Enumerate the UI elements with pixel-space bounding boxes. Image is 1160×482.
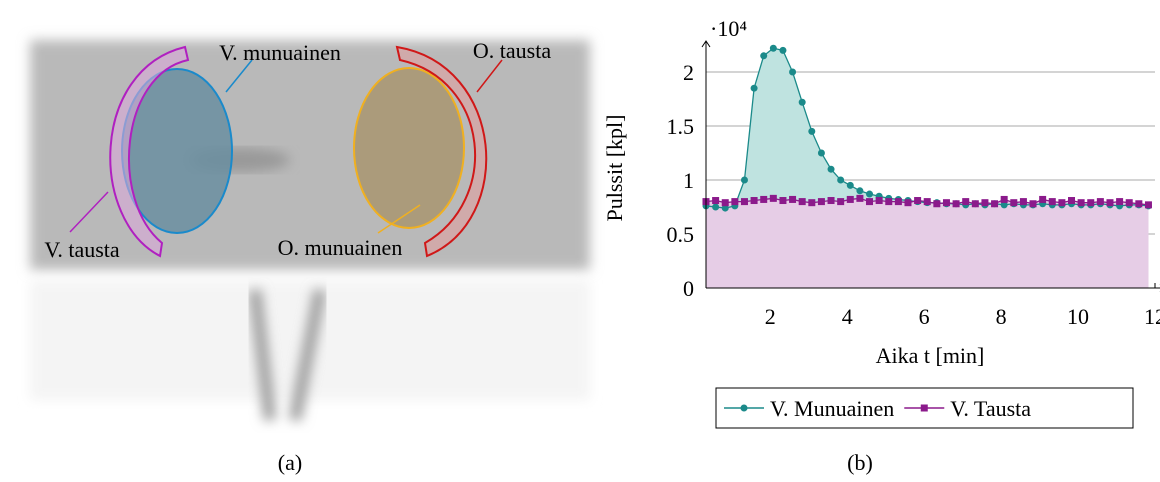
figure: V. munuainen O. tausta V. tausta O. munu… <box>0 0 1160 477</box>
marker <box>866 191 873 198</box>
marker <box>722 199 729 206</box>
y-tick-label: 0.5 <box>667 222 695 247</box>
x-tick-label: 2 <box>765 304 776 329</box>
marker <box>818 150 825 157</box>
marker <box>712 197 719 204</box>
marker <box>856 187 863 194</box>
marker <box>962 198 969 205</box>
marker <box>876 197 883 204</box>
marker <box>760 196 767 203</box>
x-tick-label: 4 <box>842 304 853 329</box>
marker <box>904 199 911 206</box>
marker <box>828 197 835 204</box>
marker <box>712 204 719 211</box>
marker <box>741 177 748 184</box>
y-axis-label: Pulssit [kpl] <box>602 115 627 222</box>
legend-label: V. Tausta <box>950 396 1031 421</box>
marker <box>751 197 758 204</box>
marker <box>731 198 738 205</box>
y-tick-label: 1.5 <box>667 114 695 139</box>
marker <box>1001 196 1008 203</box>
roi-label: O. munuainen <box>278 235 403 260</box>
x-tick-label: 10 <box>1067 304 1089 329</box>
x-tick-label: 12 <box>1144 304 1160 329</box>
marker <box>972 200 979 207</box>
marker <box>1145 201 1152 208</box>
x-tick-label: 8 <box>996 304 1007 329</box>
marker <box>924 198 931 205</box>
caption: (b) <box>847 450 873 475</box>
x-tick-label: 6 <box>919 304 930 329</box>
roi-label: V. tausta <box>44 237 120 262</box>
page: V. munuainen O. tausta V. tausta O. munu… <box>0 0 1160 482</box>
marker <box>933 200 940 207</box>
legend-marker <box>921 405 928 412</box>
marker <box>808 128 815 135</box>
marker <box>1068 197 1075 204</box>
marker <box>1020 198 1027 205</box>
marker <box>847 182 854 189</box>
marker <box>828 166 835 173</box>
marker <box>789 69 796 76</box>
y-tick-label: 1 <box>683 168 694 193</box>
marker <box>789 196 796 203</box>
marker <box>1116 198 1123 205</box>
marker <box>885 198 892 205</box>
marker <box>779 47 786 54</box>
marker <box>953 200 960 207</box>
marker <box>1039 196 1046 203</box>
legend-marker <box>741 405 748 412</box>
y-tick-label: 0 <box>683 276 694 301</box>
marker <box>1097 198 1104 205</box>
marker <box>1049 198 1056 205</box>
x-axis-label: Aika t [min] <box>876 343 985 368</box>
marker <box>1058 199 1065 206</box>
marker <box>1135 200 1142 207</box>
marker <box>895 198 902 205</box>
marker <box>1030 200 1037 207</box>
marker <box>981 199 988 206</box>
marker <box>770 45 777 52</box>
marker <box>943 199 950 206</box>
marker <box>837 198 844 205</box>
marker <box>1106 199 1113 206</box>
y-multiplier: ·10⁴ <box>710 16 747 41</box>
area-fill <box>706 198 1148 288</box>
marker <box>847 196 854 203</box>
marker <box>741 198 748 205</box>
caption: (a) <box>278 450 302 475</box>
roi-label: V. munuainen <box>219 40 341 65</box>
marker <box>799 198 806 205</box>
marker <box>1078 199 1085 206</box>
marker <box>799 99 806 106</box>
scan-image: V. munuainen O. tausta V. tausta O. munu… <box>30 38 590 420</box>
marker <box>914 197 921 204</box>
marker <box>818 198 825 205</box>
legend-label: V. Munuainen <box>770 396 894 421</box>
marker <box>779 197 786 204</box>
marker <box>1126 199 1133 206</box>
marker <box>1087 199 1094 206</box>
roi-label: O. tausta <box>473 38 551 63</box>
plot: 0 0.5 1 1.5 2 2 4 6 8 10 12 <box>667 41 1160 329</box>
marker <box>991 200 998 207</box>
marker <box>1010 199 1017 206</box>
y-tick-label: 2 <box>683 60 694 85</box>
marker <box>760 52 767 59</box>
marker <box>751 85 758 92</box>
marker <box>770 195 777 202</box>
marker <box>856 195 863 202</box>
marker <box>866 198 873 205</box>
marker <box>808 199 815 206</box>
marker <box>837 177 844 184</box>
